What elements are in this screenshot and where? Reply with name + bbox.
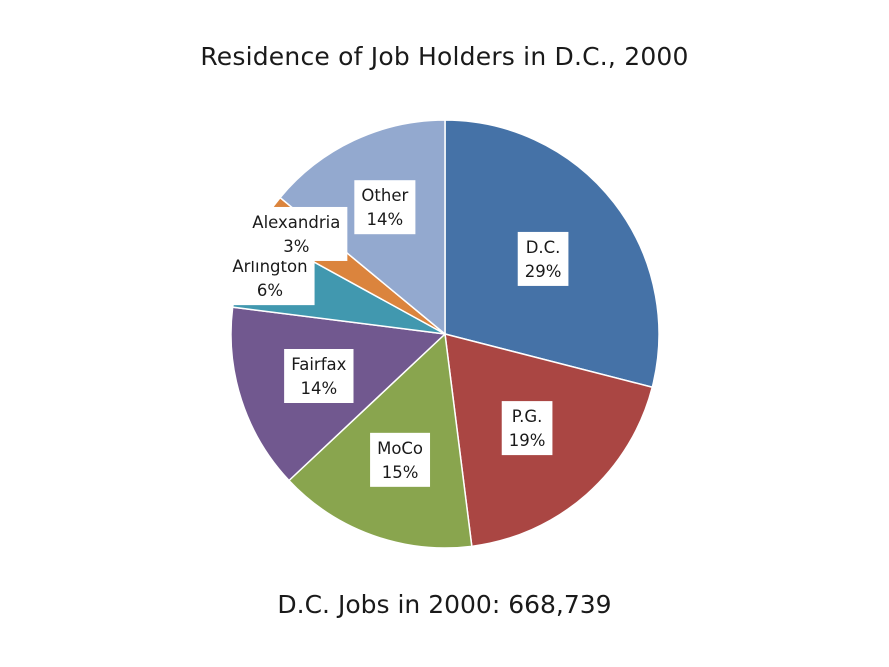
chart-subtitle: D.C. Jobs in 2000: 668,739 bbox=[277, 590, 612, 619]
slice-label: Alexandria 3% bbox=[245, 206, 348, 261]
slice-label: Fairfax 14% bbox=[284, 349, 354, 404]
slice-label: MoCo 15% bbox=[370, 432, 431, 487]
slice-label: D.C. 29% bbox=[517, 231, 569, 286]
slice-label-box bbox=[245, 206, 348, 261]
slice-label-box bbox=[284, 349, 354, 404]
slice-label-box bbox=[370, 432, 431, 487]
slice-label-name: P.G. bbox=[512, 407, 543, 426]
slice-label-value: 29% bbox=[525, 262, 562, 281]
chart-title: Residence of Job Holders in D.C., 2000 bbox=[200, 42, 689, 71]
slice-label-box bbox=[354, 180, 416, 235]
slice-label-value: 19% bbox=[509, 431, 546, 450]
slice-label-name: D.C. bbox=[526, 238, 561, 257]
slice-label-value: 14% bbox=[367, 210, 404, 229]
slice-label-value: 6% bbox=[257, 281, 283, 300]
slice-label-name: Alexandria bbox=[252, 213, 340, 232]
slice-label: P.G. 19% bbox=[501, 401, 553, 456]
slice-label-value: 3% bbox=[283, 237, 309, 256]
slice-label-value: 15% bbox=[382, 463, 419, 482]
slice-label-value: 14% bbox=[300, 379, 337, 398]
slice-label-box bbox=[501, 401, 553, 456]
slice-label-name: Fairfax bbox=[291, 355, 346, 374]
slice-label-name: Arlington bbox=[232, 257, 307, 276]
slice-label-name: MoCo bbox=[377, 439, 423, 458]
slice-label-name: Other bbox=[361, 186, 408, 205]
slice-label: Other 14% bbox=[354, 180, 416, 235]
slice-label-box bbox=[517, 231, 569, 286]
